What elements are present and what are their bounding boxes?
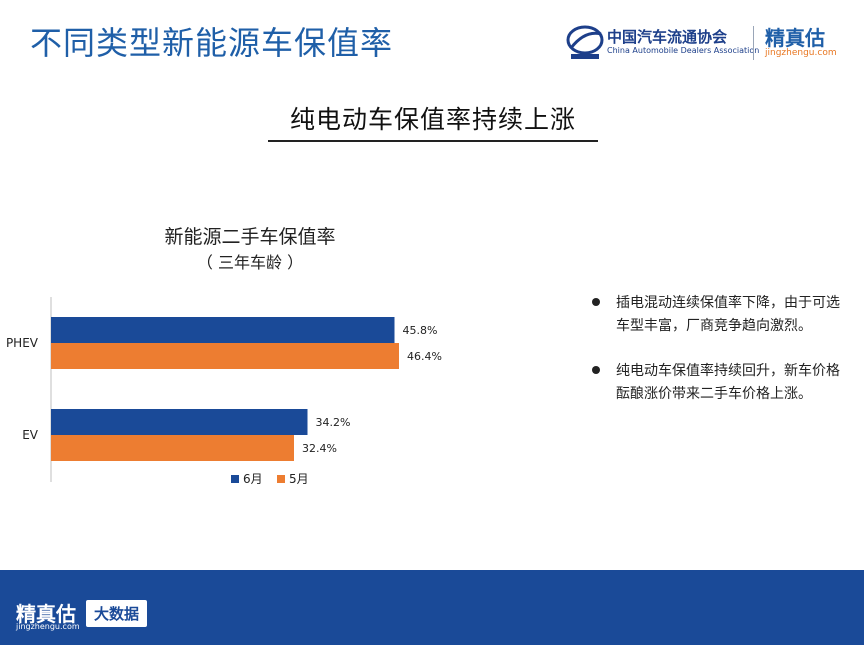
page-title: 不同类型新能源车保值率 <box>30 24 394 62</box>
chart-title: 新能源二手车保值率 <box>164 226 336 248</box>
logo-divider <box>753 26 754 60</box>
cada-logo-icon <box>566 25 604 59</box>
bar <box>51 409 308 435</box>
note-text: 插电混动连续保值率下降，由于可选车型丰富，厂商竞争趋向激烈。 <box>616 295 840 334</box>
header-logos: 中国汽车流通协会 China Automobile Dealers Associ… <box>565 22 850 68</box>
note-text: 纯电动车保值率持续回升，新车价格酝酿涨价带来二手车价格上涨。 <box>616 363 840 402</box>
data-label: 32.4% <box>302 442 337 455</box>
legend-swatch <box>277 475 285 483</box>
cada-name-cn: 中国汽车流通协会 <box>607 28 728 46</box>
footer-band: 精真估 jingzhengu.com 大数据 <box>0 570 864 645</box>
slide-heading: 纯电动车保值率持续上涨 <box>289 105 576 134</box>
notes-list: 插电混动连续保值率下降，由于可选车型丰富，厂商竞争趋向激烈。 纯电动车保值率持续… <box>592 292 842 428</box>
footer-url: jingzhengu.com <box>16 622 80 631</box>
bar-chart: PHEV 45.8% 46.4% EV 34.2% 32.4% 6月 5月 <box>6 297 442 486</box>
footer-badge: 大数据 <box>86 600 148 627</box>
legend-label: 6月 <box>243 472 263 486</box>
note-item: 纯电动车保值率持续回升，新车价格酝酿涨价带来二手车价格上涨。 <box>592 360 842 406</box>
chart-subtitle: （ 三年车龄 ） <box>196 253 304 272</box>
bar <box>51 317 395 343</box>
brand-url: jingzhengu.com <box>765 48 837 58</box>
cada-name-en: China Automobile Dealers Association <box>607 46 760 55</box>
bullet-icon <box>592 366 600 374</box>
data-label: 34.2% <box>316 416 351 429</box>
heading-underline <box>268 140 598 142</box>
category-label: PHEV <box>6 336 39 350</box>
legend-swatch <box>231 475 239 483</box>
category-label: EV <box>22 428 39 442</box>
footer-brand: 精真估 <box>16 602 76 626</box>
bar <box>51 435 294 461</box>
bar <box>51 343 399 369</box>
brand-logo: 精真估 <box>765 26 825 50</box>
data-label: 45.8% <box>403 324 438 337</box>
note-item: 插电混动连续保值率下降，由于可选车型丰富，厂商竞争趋向激烈。 <box>592 292 842 338</box>
data-label: 46.4% <box>407 350 442 363</box>
bullet-icon <box>592 298 600 306</box>
legend-label: 5月 <box>289 472 309 486</box>
